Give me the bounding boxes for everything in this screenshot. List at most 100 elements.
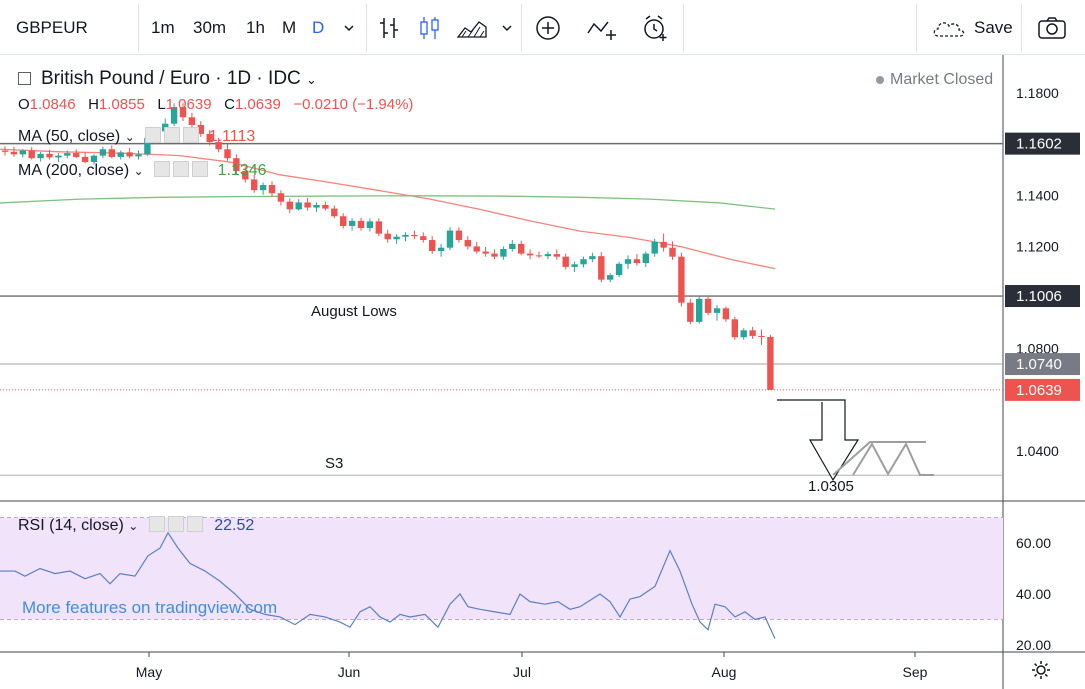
candle-body	[749, 330, 756, 336]
save-button[interactable]: Save	[932, 0, 1013, 55]
candle-body	[633, 259, 641, 264]
candle-body	[108, 149, 115, 157]
candle-body	[509, 243, 516, 249]
interval-1h-button[interactable]: 1h	[246, 0, 265, 55]
eye-icon[interactable]	[148, 516, 165, 532]
add-icon[interactable]	[535, 0, 561, 55]
toolbar-divider	[683, 4, 684, 52]
time-tick-label: May	[136, 664, 162, 680]
candle-body	[224, 149, 231, 159]
level-tag	[1005, 285, 1080, 308]
candle-body	[544, 254, 552, 257]
area-chart-icon[interactable]	[456, 0, 488, 55]
candle-body	[233, 158, 240, 171]
candle-body	[615, 263, 623, 276]
chevron-down-icon[interactable]: ⌄	[133, 164, 144, 178]
price-tick-label: 1.0800	[1016, 341, 1059, 357]
chevron-down-icon[interactable]: ⌄	[306, 72, 317, 87]
candle-body	[473, 246, 480, 252]
interval-d-button[interactable]: D	[312, 0, 324, 55]
high-label: H	[88, 96, 99, 113]
ma200-line	[0, 195, 776, 210]
candle-body	[135, 154, 142, 157]
candle-body	[1, 150, 9, 152]
eye-icon[interactable]	[145, 127, 162, 143]
gear-icon[interactable]	[167, 516, 184, 532]
bars-style-icon[interactable]	[378, 0, 402, 55]
chevron-down-icon[interactable]	[342, 0, 356, 55]
chart-canvas[interactable]: August Lows S3 1.0305 1.1800 1.1400 1.1200 1.…	[0, 55, 1085, 689]
annotation-s3: S3	[325, 455, 343, 472]
ma50-legend[interactable]: MA (50, close) ⌄ 1.1113	[18, 127, 255, 146]
candle-body	[411, 234, 418, 237]
interval-30m-button[interactable]: 30m	[193, 0, 226, 55]
interval-1m-button[interactable]: 1m	[151, 0, 175, 55]
level-tag-label: 1.0740	[1016, 356, 1062, 373]
candle-body	[340, 216, 347, 226]
candle-body	[144, 137, 151, 155]
collapse-legend-icon[interactable]	[18, 72, 31, 85]
ma200-legend[interactable]: MA (200, close) ⌄ 1.1346	[18, 161, 267, 180]
close-icon[interactable]	[192, 161, 209, 177]
series-title: British Pound / Euro · 1D · IDC	[41, 68, 301, 89]
candle-body	[188, 117, 196, 125]
close-icon[interactable]	[183, 127, 200, 143]
ohlc-row: O1.0846 H1.0855 L1.0639 C1.0639 −0.0210 …	[18, 96, 413, 113]
candle-body	[206, 133, 213, 143]
gear-icon[interactable]	[1031, 660, 1051, 685]
chevron-down-icon[interactable]: ⌄	[128, 519, 139, 533]
status-dot-icon	[876, 76, 884, 84]
rsi-label: RSI (14, close)	[18, 517, 124, 534]
price-tick-label: 1.0400	[1016, 443, 1059, 459]
candle-body	[518, 243, 525, 254]
interval-label: D	[312, 17, 325, 37]
candle-body	[251, 179, 258, 191]
candle-body	[455, 230, 463, 241]
candle-body	[491, 253, 498, 257]
candle-body	[277, 193, 285, 202]
low-label: L	[157, 96, 166, 113]
candle-body	[366, 221, 374, 229]
close-icon[interactable]	[186, 516, 203, 532]
candle-body	[651, 241, 658, 254]
last-price-tag	[1005, 378, 1080, 401]
candle-body	[420, 236, 427, 241]
change-value: −0.0210 (−1.94%)	[293, 96, 414, 113]
interval-label: 1m	[151, 17, 175, 37]
save-label: Save	[974, 17, 1013, 37]
candle-body	[580, 259, 587, 265]
candle-body	[553, 254, 560, 257]
chevron-down-icon[interactable]: ⌄	[124, 130, 135, 144]
last-price-label: 1.0639	[1016, 382, 1062, 399]
candle-body	[758, 335, 765, 337]
candles-icon[interactable]	[418, 0, 442, 55]
candle-body	[81, 156, 89, 163]
candle-body	[170, 107, 178, 124]
toolbar-divider	[521, 4, 522, 52]
gear-icon[interactable]	[173, 161, 190, 177]
eye-icon[interactable]	[154, 161, 171, 177]
candle-body	[268, 185, 276, 194]
candle-body	[215, 142, 222, 150]
gear-icon[interactable]	[164, 127, 181, 143]
market-status-label: Market Closed	[890, 71, 994, 88]
symbol-search-button[interactable]: GBPEUR	[16, 0, 88, 55]
price-tick-label: 1.1800	[1016, 85, 1059, 101]
candle-body	[384, 233, 391, 240]
candle-body	[660, 241, 667, 248]
candle-body	[348, 220, 356, 226]
level-tag-label: 1.1006	[1016, 288, 1062, 305]
alert-icon[interactable]	[641, 0, 669, 55]
rsi-tick-label: 20.00	[1016, 637, 1051, 653]
indicator-icon[interactable]	[586, 0, 618, 55]
interval-m-button[interactable]: M	[282, 0, 296, 55]
annotation-august-lows: August Lows	[311, 303, 397, 320]
ma200-value: 1.1346	[217, 162, 267, 179]
candle-body	[117, 152, 124, 157]
tradingview-watermark[interactable]: More features on tradingview.com	[22, 598, 277, 618]
indicator-actions	[145, 127, 202, 145]
camera-icon[interactable]	[1037, 0, 1067, 55]
rsi-legend[interactable]: RSI (14, close) ⌄ 22.52	[18, 516, 254, 535]
interval-label: 1h	[246, 17, 265, 37]
chevron-down-icon[interactable]	[500, 0, 514, 55]
